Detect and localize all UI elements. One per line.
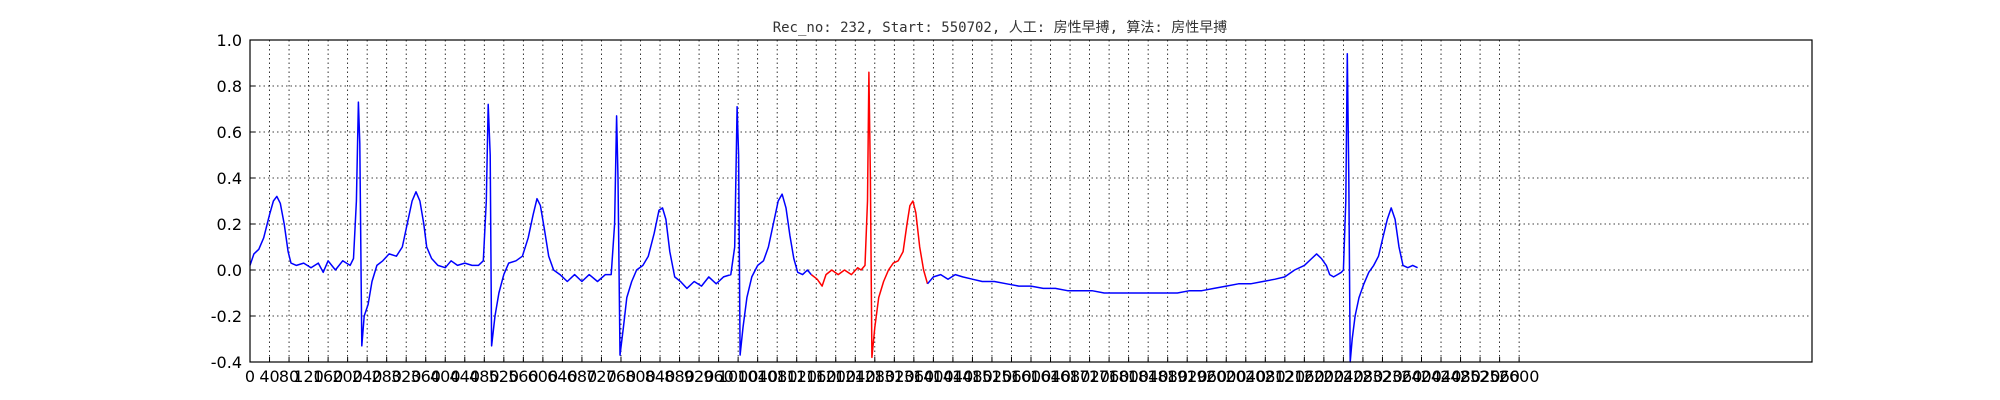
- y-tick-label: -0.4: [211, 353, 242, 372]
- y-tick-label: -0.2: [211, 307, 242, 326]
- x-tick-label: 280: [371, 367, 402, 386]
- grid: [249, 40, 1812, 362]
- x-tick-label: 160: [313, 367, 344, 386]
- x-tick-label: 2160: [1284, 367, 1325, 386]
- x-tick-label: 1160: [796, 367, 837, 386]
- x-tick-label: 200: [332, 367, 363, 386]
- x-tick-label: 920: [684, 367, 715, 386]
- x-tick-label: 1960: [1186, 367, 1227, 386]
- x-tick-label: 1440: [933, 367, 974, 386]
- x-tick-label: 1640: [1030, 367, 1071, 386]
- ecg-series-line-3: [926, 53, 1418, 363]
- x-tick-label: 1720: [1069, 367, 1110, 386]
- x-tick-label: 2080: [1245, 367, 1286, 386]
- y-tick-label: 0.4: [217, 169, 242, 188]
- x-tick-label: 2520: [1460, 367, 1501, 386]
- x-tick-label: 2360: [1382, 367, 1423, 386]
- x-tick-label: 1360: [893, 367, 934, 386]
- y-axis: -0.4 -0.2 0.0 0.2 0.4 0.6 0.8 1.0: [211, 31, 255, 372]
- x-tick-label: 1240: [835, 367, 876, 386]
- x-tick-label: 240: [352, 367, 383, 386]
- x-tick-label: 40: [259, 367, 279, 386]
- x-tick-label: 440: [450, 367, 481, 386]
- x-tick-label: 560: [508, 367, 539, 386]
- x-tick-label: 0: [245, 367, 255, 386]
- x-tick-label: 2280: [1343, 367, 1384, 386]
- x-tick-label: 1280: [854, 367, 895, 386]
- x-tick-label: 800: [625, 367, 656, 386]
- x-tick-label: 1800: [1108, 367, 1149, 386]
- ecg-series-line-2: [810, 71, 929, 359]
- x-tick-label: 1680: [1050, 367, 1091, 386]
- y-tick-label: 0.6: [217, 123, 242, 142]
- y-tick-label: 0.8: [217, 77, 242, 96]
- x-tick-label: 320: [391, 367, 422, 386]
- x-tick-label: 1840: [1128, 367, 1169, 386]
- x-tick-label: 2320: [1362, 367, 1403, 386]
- x-tick-label: 1040: [737, 367, 778, 386]
- x-tick-label: 520: [489, 367, 520, 386]
- x-tick-label: 880: [664, 367, 695, 386]
- x-tick-label: 960: [703, 367, 734, 386]
- y-tick-label: 1.0: [217, 31, 242, 50]
- x-tick-label: 120: [293, 367, 324, 386]
- series-layer: [249, 53, 1418, 363]
- x-tick-label: 1320: [874, 367, 915, 386]
- x-tick-label: 2440: [1421, 367, 1462, 386]
- y-tick-label: 0.0: [217, 261, 242, 280]
- x-tick-label: 1880: [1147, 367, 1188, 386]
- x-tick-label: 2000: [1206, 367, 1247, 386]
- x-tick-label: 1200: [815, 367, 856, 386]
- x-tick-label: 2120: [1264, 367, 1305, 386]
- x-tick-label: 1600: [1011, 367, 1052, 386]
- x-tick-label: 360: [410, 367, 441, 386]
- x-tick-label: 1400: [913, 367, 954, 386]
- x-tick-label: 760: [606, 367, 637, 386]
- x-tick-label: 1000: [718, 367, 759, 386]
- x-tick-label: 1920: [1167, 367, 1208, 386]
- x-axis: 0 40 8012016020024028032036040044048052056…: [245, 357, 1540, 386]
- x-tick-label: 1480: [952, 367, 993, 386]
- x-tick-label: 2400: [1401, 367, 1442, 386]
- x-tick-label: 2480: [1440, 367, 1481, 386]
- x-tick-label: 1560: [991, 367, 1032, 386]
- y-tick-label: 0.2: [217, 215, 242, 234]
- x-tick-label: 1120: [776, 367, 817, 386]
- x-tick-label: 2200: [1304, 367, 1345, 386]
- x-tick-label: 2600: [1499, 367, 1540, 386]
- ecg-series-line-1: [249, 101, 812, 356]
- x-tick-label: 720: [586, 367, 617, 386]
- chart-title: Rec_no: 232, Start: 550702, 人工: 房性早搏, 算法…: [773, 19, 1228, 36]
- x-tick-label: 480: [469, 367, 500, 386]
- x-tick-label: 1760: [1089, 367, 1130, 386]
- x-tick-label: 1080: [757, 367, 798, 386]
- x-tick-label: 840: [645, 367, 676, 386]
- x-tick-label: 400: [430, 367, 461, 386]
- plot-frame: [249, 39, 1813, 363]
- x-tick-label: 600: [528, 367, 559, 386]
- x-tick-label: 640: [547, 367, 578, 386]
- x-tick-label: 2240: [1323, 367, 1364, 386]
- x-tick-label: 680: [567, 367, 598, 386]
- x-tick-label: 80: [279, 367, 299, 386]
- x-tick-label: 2560: [1479, 367, 1520, 386]
- x-tick-label: 1520: [972, 367, 1013, 386]
- x-tick-label: 2040: [1225, 367, 1266, 386]
